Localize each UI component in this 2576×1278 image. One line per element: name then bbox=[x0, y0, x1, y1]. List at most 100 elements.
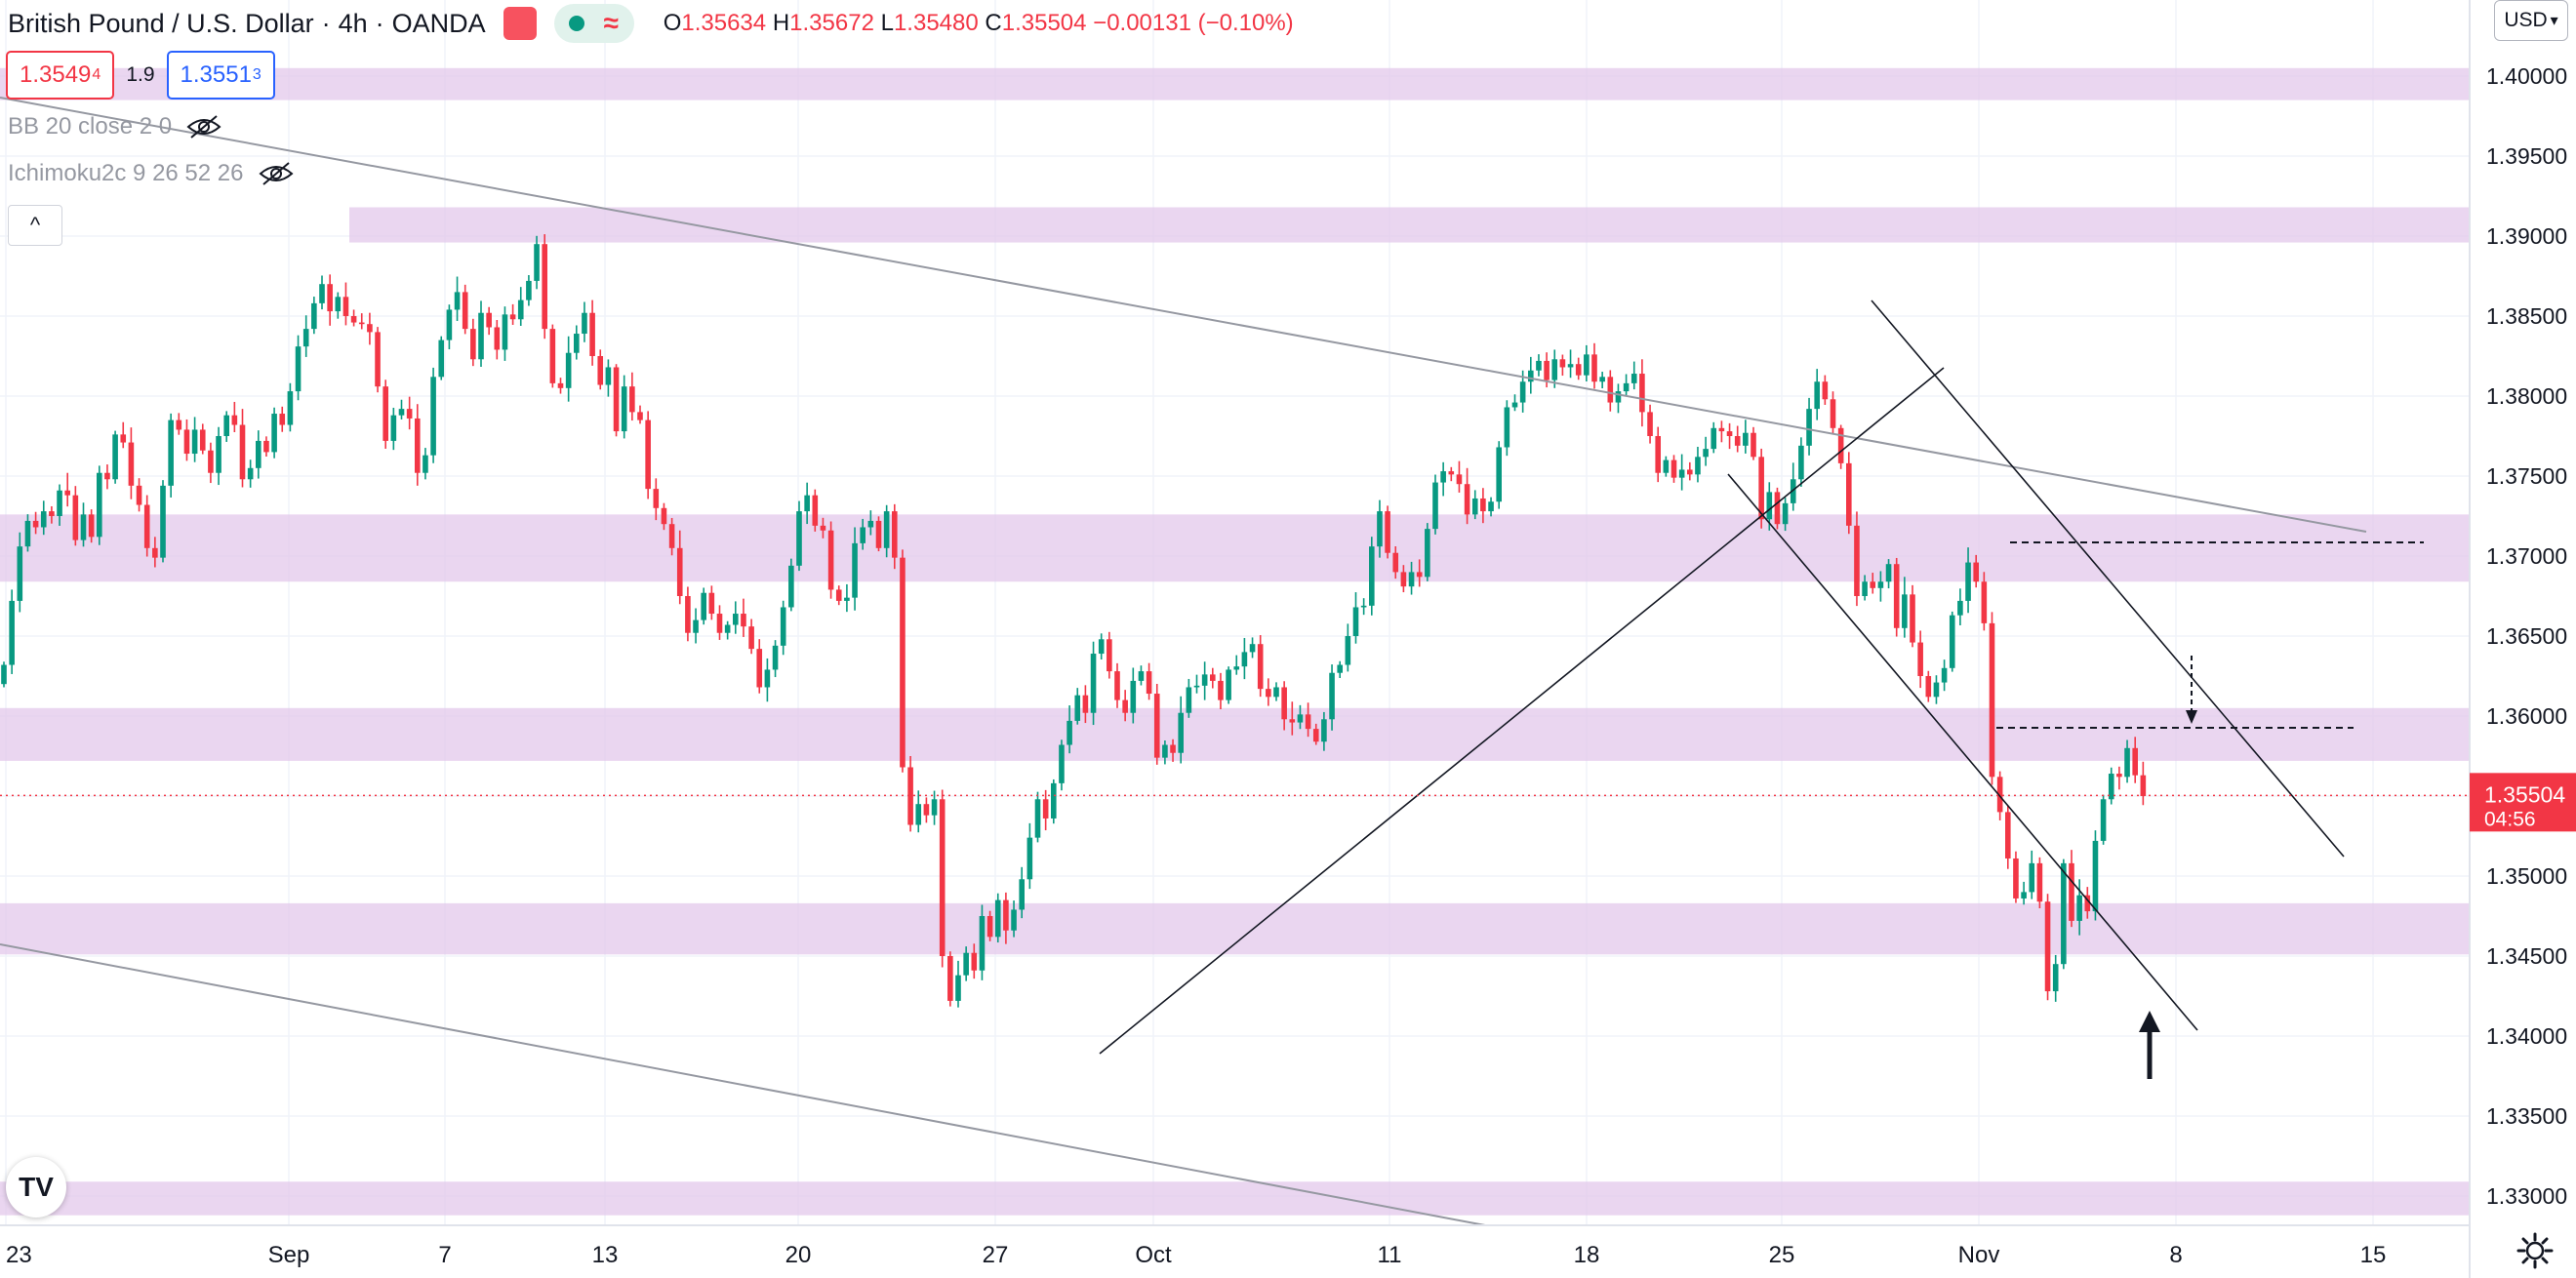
candle[interactable] bbox=[1329, 664, 1335, 731]
candle[interactable] bbox=[1630, 361, 1637, 390]
price-tick-label[interactable]: 1.36500 bbox=[2486, 623, 2567, 649]
candle[interactable] bbox=[653, 478, 660, 521]
candle[interactable] bbox=[589, 300, 595, 366]
candle[interactable] bbox=[1917, 630, 1923, 689]
time-tick-label[interactable]: 20 bbox=[785, 1242, 812, 1268]
candle[interactable] bbox=[1822, 375, 1829, 405]
tradingview-logo[interactable]: TV bbox=[6, 1157, 66, 1218]
candle[interactable] bbox=[223, 411, 229, 442]
gear-icon[interactable] bbox=[2516, 1231, 2555, 1270]
candle[interactable] bbox=[1186, 678, 1192, 718]
trendline-drawings[interactable] bbox=[0, 97, 2424, 1226]
candle[interactable] bbox=[1670, 455, 1677, 483]
candle[interactable] bbox=[382, 379, 388, 449]
candle[interactable] bbox=[295, 335, 302, 401]
candle[interactable] bbox=[1695, 446, 1701, 483]
candle[interactable] bbox=[1846, 452, 1852, 535]
candle[interactable] bbox=[478, 300, 484, 367]
candle[interactable] bbox=[1026, 822, 1033, 890]
candle[interactable] bbox=[302, 315, 309, 357]
indicator-bb[interactable]: BB 20 close 2 0 bbox=[8, 113, 222, 140]
candle[interactable] bbox=[867, 510, 874, 536]
candle[interactable] bbox=[1647, 404, 1653, 444]
candle[interactable] bbox=[1067, 705, 1072, 754]
candle[interactable] bbox=[1471, 490, 1478, 520]
candle[interactable] bbox=[939, 789, 946, 968]
candle[interactable] bbox=[1973, 554, 1979, 588]
lower-channel-line[interactable] bbox=[0, 943, 1486, 1226]
candle[interactable] bbox=[1345, 623, 1351, 672]
candle[interactable] bbox=[645, 411, 651, 499]
candle[interactable] bbox=[446, 304, 453, 350]
candle[interactable] bbox=[724, 620, 731, 640]
time-tick-label[interactable]: Sep bbox=[268, 1242, 310, 1268]
candle[interactable] bbox=[701, 587, 706, 625]
candle[interactable] bbox=[1623, 374, 1630, 397]
candle[interactable] bbox=[2021, 881, 2027, 905]
candle[interactable] bbox=[311, 297, 317, 335]
time-tick-label[interactable]: 25 bbox=[1769, 1242, 1795, 1268]
candle[interactable] bbox=[835, 585, 842, 606]
candle[interactable] bbox=[582, 301, 587, 342]
candle[interactable] bbox=[971, 943, 978, 979]
candle[interactable] bbox=[1615, 383, 1622, 414]
candle[interactable] bbox=[1233, 655, 1240, 675]
candle[interactable] bbox=[1257, 635, 1264, 698]
candle[interactable] bbox=[160, 480, 166, 563]
candle[interactable] bbox=[1504, 400, 1510, 457]
candle[interactable] bbox=[1711, 421, 1717, 454]
candle[interactable] bbox=[509, 303, 516, 325]
candle[interactable] bbox=[1584, 344, 1590, 381]
candle[interactable] bbox=[1019, 866, 1025, 919]
candle[interactable] bbox=[526, 275, 532, 306]
candle[interactable] bbox=[1774, 487, 1781, 530]
candle[interactable] bbox=[764, 658, 771, 702]
time-tick-label[interactable]: 27 bbox=[983, 1242, 1009, 1268]
candle[interactable] bbox=[1369, 537, 1375, 616]
candle[interactable] bbox=[2052, 954, 2059, 1002]
candle[interactable] bbox=[1312, 723, 1319, 745]
candle[interactable] bbox=[2044, 894, 2051, 1001]
candle[interactable] bbox=[1989, 612, 1995, 785]
candle[interactable] bbox=[287, 382, 294, 432]
candle[interactable] bbox=[390, 407, 397, 451]
candle[interactable] bbox=[557, 378, 564, 394]
candle[interactable] bbox=[1130, 667, 1137, 724]
candle[interactable] bbox=[1107, 631, 1112, 679]
candle[interactable] bbox=[2140, 761, 2147, 806]
candle[interactable] bbox=[1, 661, 7, 688]
candle[interactable] bbox=[1663, 456, 1670, 477]
price-tick-label[interactable]: 1.37500 bbox=[2486, 463, 2567, 489]
candle[interactable] bbox=[780, 600, 786, 656]
candle[interactable] bbox=[621, 375, 627, 439]
candle[interactable] bbox=[994, 893, 1001, 943]
candle[interactable] bbox=[1933, 675, 1940, 704]
candle[interactable] bbox=[2132, 737, 2138, 783]
candle[interactable] bbox=[1678, 454, 1685, 491]
candle[interactable] bbox=[517, 287, 524, 327]
candle[interactable] bbox=[1575, 357, 1582, 380]
candle[interactable] bbox=[892, 503, 898, 570]
candle[interactable] bbox=[1559, 354, 1566, 377]
candle[interactable] bbox=[1210, 667, 1216, 689]
candle[interactable] bbox=[462, 284, 468, 335]
candle[interactable] bbox=[549, 324, 556, 388]
price-zone[interactable] bbox=[349, 207, 2470, 243]
candle[interactable] bbox=[199, 423, 206, 455]
candle[interactable] bbox=[827, 521, 834, 599]
eye-hidden-icon[interactable] bbox=[185, 113, 222, 140]
candle[interactable] bbox=[231, 401, 238, 432]
sell-button[interactable]: 1.3549 4 bbox=[6, 51, 115, 100]
candle[interactable] bbox=[216, 426, 221, 486]
candle[interactable] bbox=[327, 274, 333, 326]
candle[interactable] bbox=[1226, 666, 1231, 704]
candle[interactable] bbox=[279, 406, 286, 432]
candle[interactable] bbox=[804, 482, 810, 525]
candle[interactable] bbox=[1782, 498, 1789, 532]
price-zone[interactable] bbox=[0, 902, 2470, 955]
candle[interactable] bbox=[741, 598, 746, 637]
candle[interactable] bbox=[1536, 354, 1542, 377]
candle[interactable] bbox=[40, 500, 47, 536]
price-zone[interactable] bbox=[0, 1181, 2470, 1216]
time-tick-label[interactable]: 11 bbox=[1378, 1242, 1402, 1268]
